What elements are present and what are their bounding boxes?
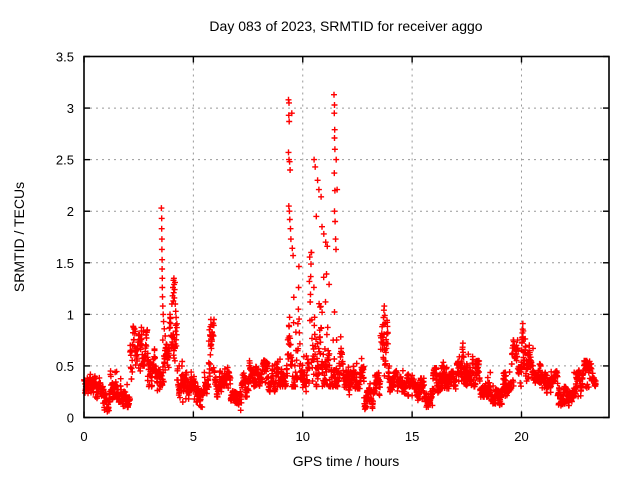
x-tick-label: 15 — [405, 429, 419, 444]
data-layer — [81, 91, 599, 415]
y-tick-label: 0 — [67, 411, 74, 426]
y-tick-label: 2.5 — [56, 153, 74, 168]
x-tick-label: 20 — [514, 429, 528, 444]
plot-border — [83, 55, 610, 419]
x-tick-label: 0 — [80, 429, 87, 444]
y-axis-label: SRMTID / TECUs — [11, 182, 27, 292]
y-tick-label: 1.5 — [56, 256, 74, 271]
y-tick-label: 3 — [67, 101, 74, 116]
y-tick-label: 2 — [67, 204, 74, 219]
x-axis-label: GPS time / hours — [293, 453, 400, 469]
x-tick-label: 5 — [190, 429, 197, 444]
data-points — [81, 91, 599, 415]
y-tick-label: 0.5 — [56, 359, 74, 374]
label-layer: Day 083 of 2023, SRMTID for receiver agg… — [11, 18, 529, 469]
tick-layer — [83, 55, 609, 419]
chart-title: Day 083 of 2023, SRMTID for receiver agg… — [209, 18, 482, 34]
y-tick-label: 1 — [67, 307, 74, 322]
y-tick-label: 3.5 — [56, 50, 74, 65]
x-tick-label: 10 — [296, 429, 310, 444]
